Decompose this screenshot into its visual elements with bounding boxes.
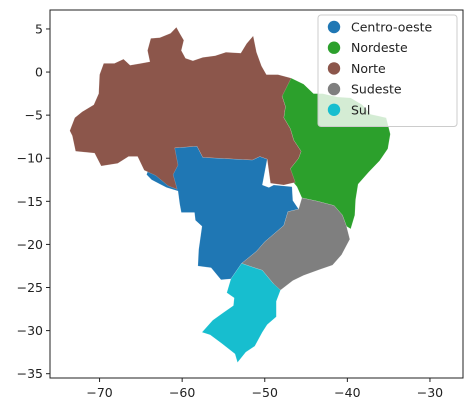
legend-marker [327,41,341,54]
x-tick-label: −50 [252,385,278,400]
y-axis: 5 0 −5 −10 −15 −20 −25 −30 −35 [17,21,50,381]
y-tick-label: 0 [35,65,43,80]
legend-label: Centro-oeste [351,20,432,35]
legend-marker [327,82,341,96]
legend-marker [327,62,341,75]
y-tick-label: −10 [17,151,43,166]
region-shape [201,263,281,363]
legend-marker [327,103,341,117]
x-tick-label: −70 [86,385,112,400]
x-tick-label: −30 [417,385,443,400]
y-tick-label: −25 [17,280,43,295]
legend-box [317,14,458,127]
axes-frame [49,9,464,379]
x-tick-label: −60 [169,385,195,400]
legend-label: Sul [351,102,370,117]
legend-label: Nordeste [351,40,408,55]
y-tick-label: −30 [17,323,43,338]
legend: Centro-oeste Nordeste Norte Sudeste Sul [317,14,458,127]
x-axis: −70 −60 −50 −40 −30 [86,378,443,400]
x-tick-label: −40 [334,385,360,400]
legend-label: Sudeste [351,82,402,97]
y-tick-label: −15 [17,194,43,209]
y-tick-label: −5 [25,108,43,123]
legend-marker [327,20,341,34]
y-tick-label: 5 [35,21,43,36]
region-shape [69,26,302,190]
legend-label: Norte [351,61,386,76]
region-sul [201,263,281,363]
y-tick-label: −35 [17,366,43,381]
region-norte [69,26,302,190]
y-tick-label: −20 [17,237,43,252]
